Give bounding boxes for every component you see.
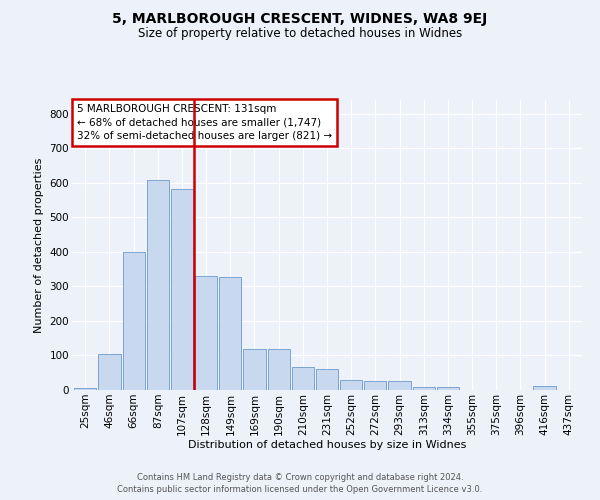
Text: Size of property relative to detached houses in Widnes: Size of property relative to detached ho… — [138, 28, 462, 40]
Text: 5, MARLBOROUGH CRESCENT, WIDNES, WA8 9EJ: 5, MARLBOROUGH CRESCENT, WIDNES, WA8 9EJ — [112, 12, 488, 26]
Y-axis label: Number of detached properties: Number of detached properties — [34, 158, 44, 332]
Bar — [437, 386, 459, 390]
Bar — [244, 348, 266, 390]
Bar — [413, 386, 435, 390]
Bar — [388, 382, 410, 390]
Bar — [74, 388, 97, 390]
Bar — [316, 370, 338, 390]
Bar — [219, 277, 241, 390]
Text: Contains HM Land Registry data © Crown copyright and database right 2024.: Contains HM Land Registry data © Crown c… — [137, 474, 463, 482]
Bar — [171, 188, 193, 390]
Bar — [340, 380, 362, 390]
Bar — [195, 276, 217, 390]
Bar — [122, 252, 145, 390]
Bar — [146, 180, 169, 390]
Text: 5 MARLBOROUGH CRESCENT: 131sqm
← 68% of detached houses are smaller (1,747)
32% : 5 MARLBOROUGH CRESCENT: 131sqm ← 68% of … — [77, 104, 332, 141]
Bar — [533, 386, 556, 390]
Bar — [292, 366, 314, 390]
X-axis label: Distribution of detached houses by size in Widnes: Distribution of detached houses by size … — [188, 440, 466, 450]
Bar — [268, 348, 290, 390]
Text: Contains public sector information licensed under the Open Government Licence v3: Contains public sector information licen… — [118, 485, 482, 494]
Bar — [98, 354, 121, 390]
Bar — [364, 382, 386, 390]
